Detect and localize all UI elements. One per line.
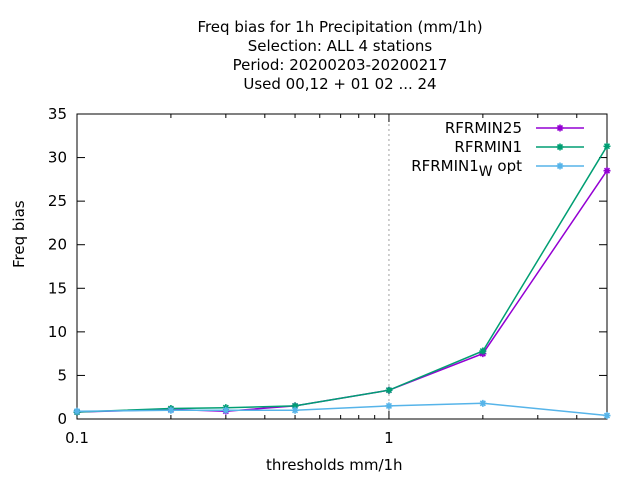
chart-subtitle-used: Used 00,12 + 01 02 ... 24 <box>243 75 437 93</box>
y-tick-label: 10 <box>48 323 67 341</box>
x-tick-label: 1 <box>384 429 394 447</box>
data-point <box>73 407 81 415</box>
data-point <box>167 406 175 414</box>
data-point <box>603 142 611 150</box>
data-point <box>479 347 487 355</box>
y-axis-label: Freq bias <box>10 200 28 268</box>
data-point <box>291 406 299 414</box>
data-point <box>603 412 611 420</box>
plot-area <box>76 113 608 420</box>
series-line-2 <box>76 145 608 413</box>
legend-marker <box>556 143 564 151</box>
series-line-1 <box>76 170 608 413</box>
series-lines <box>73 142 611 420</box>
data-point <box>385 402 393 410</box>
legend-label-1: RFRMIN25 <box>445 119 522 137</box>
chart-subtitle-selection: Selection: ALL 4 stations <box>247 37 433 55</box>
legend-marker <box>556 124 564 132</box>
chart-title: Freq bias for 1h Precipitation (mm/1h) <box>197 18 483 36</box>
legend-label-2: RFRMIN1 <box>454 138 522 156</box>
legend-marker <box>556 162 564 170</box>
y-tick-label: 20 <box>48 236 67 254</box>
data-point <box>603 167 611 175</box>
y-tick-label: 0 <box>57 410 67 428</box>
data-point <box>291 402 299 410</box>
chart-subtitle-period: Period: 20200203-20200217 <box>232 56 448 74</box>
x-axis-label: thresholds mm/1h <box>266 456 403 474</box>
data-point <box>222 406 230 414</box>
data-point <box>385 386 393 394</box>
y-tick-label: 35 <box>48 105 67 123</box>
legend-label-3: RFRMIN1W opt <box>411 157 522 180</box>
y-tick-label: 25 <box>48 192 67 210</box>
x-tick-label: 0.1 <box>65 429 89 447</box>
y-tick-label: 15 <box>48 279 67 297</box>
y-tick-label: 30 <box>48 149 67 167</box>
data-point <box>479 399 487 407</box>
axis-ticks: 0 5 10 15 20 25 30 35 0.1 1 <box>48 105 607 447</box>
y-tick-label: 5 <box>57 366 67 384</box>
